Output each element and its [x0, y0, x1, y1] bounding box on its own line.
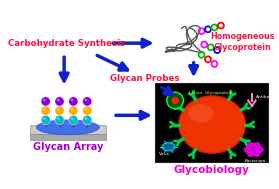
Circle shape: [69, 97, 78, 106]
Circle shape: [71, 99, 73, 101]
Circle shape: [57, 99, 59, 101]
Circle shape: [43, 99, 45, 101]
Circle shape: [83, 97, 92, 106]
Text: Glycan Array: Glycan Array: [33, 142, 103, 152]
Circle shape: [83, 106, 92, 115]
Text: Homogeneous
Glycoprotein: Homogeneous Glycoprotein: [210, 32, 275, 52]
Circle shape: [57, 108, 59, 110]
Ellipse shape: [246, 143, 262, 156]
Circle shape: [57, 117, 59, 120]
Circle shape: [71, 117, 73, 120]
Circle shape: [248, 143, 252, 147]
Circle shape: [55, 106, 64, 115]
Circle shape: [85, 117, 87, 120]
Circle shape: [255, 143, 260, 147]
Circle shape: [55, 97, 64, 106]
Circle shape: [69, 115, 78, 125]
Circle shape: [244, 147, 249, 152]
Circle shape: [85, 108, 87, 110]
Circle shape: [259, 147, 263, 152]
Text: Bacterium,
Cancer cell: Bacterium, Cancer cell: [244, 159, 267, 167]
Text: Carbohydrate Synthesis: Carbohydrate Synthesis: [8, 39, 126, 48]
Circle shape: [71, 108, 73, 110]
Text: Antibody: Antibody: [256, 95, 275, 99]
Circle shape: [55, 115, 64, 125]
Text: Virus: Virus: [159, 152, 170, 156]
FancyBboxPatch shape: [30, 125, 106, 134]
Text: Lectin, Glycoprotein: Lectin, Glycoprotein: [189, 91, 233, 95]
Text: Glycan Probes: Glycan Probes: [110, 74, 179, 83]
Circle shape: [167, 92, 184, 109]
Circle shape: [171, 97, 179, 104]
Circle shape: [41, 97, 50, 106]
Ellipse shape: [36, 120, 99, 135]
Circle shape: [41, 115, 50, 125]
Bar: [155, 83, 268, 162]
Circle shape: [83, 115, 92, 125]
Ellipse shape: [188, 104, 214, 123]
Circle shape: [69, 106, 78, 115]
Circle shape: [43, 117, 45, 120]
Circle shape: [43, 108, 45, 110]
Text: Glycobiology: Glycobiology: [173, 165, 249, 175]
Polygon shape: [30, 134, 106, 140]
Ellipse shape: [179, 96, 246, 153]
Circle shape: [41, 106, 50, 115]
Circle shape: [248, 152, 252, 157]
Circle shape: [85, 99, 87, 101]
Circle shape: [255, 152, 260, 157]
Ellipse shape: [162, 143, 175, 151]
